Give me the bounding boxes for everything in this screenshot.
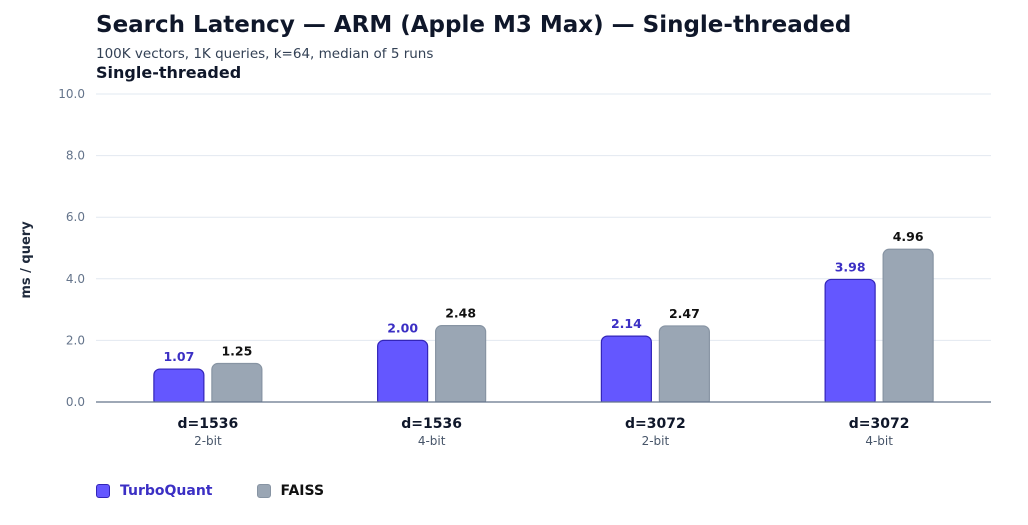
data-label: 2.14: [611, 316, 642, 331]
bar-turboquant: [600, 335, 652, 407]
y-tick-label: 2.0: [66, 333, 85, 347]
x-tick-label: d=1536: [178, 416, 239, 432]
y-tick-label: 8.0: [66, 149, 85, 163]
bar-faiss: [658, 325, 710, 407]
bar-chart: 0.0 2.0 4.0 6.0 8.0 10.0 ms / query 1.07 1.25 d=1…: [19, 87, 991, 448]
baseline-mask: [96, 402, 991, 409]
x-tick-sublabel: 4-bit: [865, 434, 893, 448]
legend-swatch-faiss: [256, 484, 271, 498]
data-label: 1.07: [163, 349, 194, 364]
data-label: 2.47: [669, 306, 700, 321]
bar-faiss: [211, 362, 263, 407]
bar-turboquant: [377, 339, 429, 407]
x-tick-sublabel: 2-bit: [194, 434, 222, 448]
y-tick-label: 0.0: [66, 395, 85, 409]
legend-label-faiss: FAISS: [280, 483, 325, 499]
data-label: 2.00: [387, 320, 418, 335]
data-label: 3.98: [835, 259, 866, 274]
x-tick-label: d=1536: [401, 416, 462, 432]
legend-label-turboquant: TurboQuant: [120, 483, 213, 499]
panel-title: Single-threaded: [96, 63, 242, 82]
chart-subtitle: 100K vectors, 1K queries, k=64, median o…: [96, 46, 434, 62]
y-tick-label: 6.0: [66, 210, 85, 224]
bar-faiss: [435, 325, 487, 407]
y-tick-label: 10.0: [58, 87, 85, 101]
y-axis-label: ms / query: [19, 221, 34, 299]
x-tick-sublabel: 2-bit: [642, 434, 670, 448]
data-label: 2.48: [445, 306, 476, 321]
x-tick-label: d=3072: [625, 416, 686, 432]
bar-turboquant: [153, 368, 205, 407]
bar-turboquant: [824, 278, 876, 407]
data-label: 4.96: [893, 229, 924, 244]
legend: TurboQuant FAISS: [96, 483, 368, 499]
legend-item-turboquant[interactable]: TurboQuant: [96, 483, 213, 499]
data-label: 1.25: [221, 344, 252, 359]
y-tick-label: 4.0: [66, 272, 85, 286]
legend-swatch-turboquant: [96, 484, 110, 498]
legend-item-faiss[interactable]: FAISS: [256, 483, 325, 499]
bar-faiss: [882, 248, 934, 407]
x-tick-label: d=3072: [849, 416, 910, 432]
chart-title: Search Latency — ARM (Apple M3 Max) — Si…: [96, 12, 852, 38]
x-tick-sublabel: 4-bit: [418, 434, 446, 448]
